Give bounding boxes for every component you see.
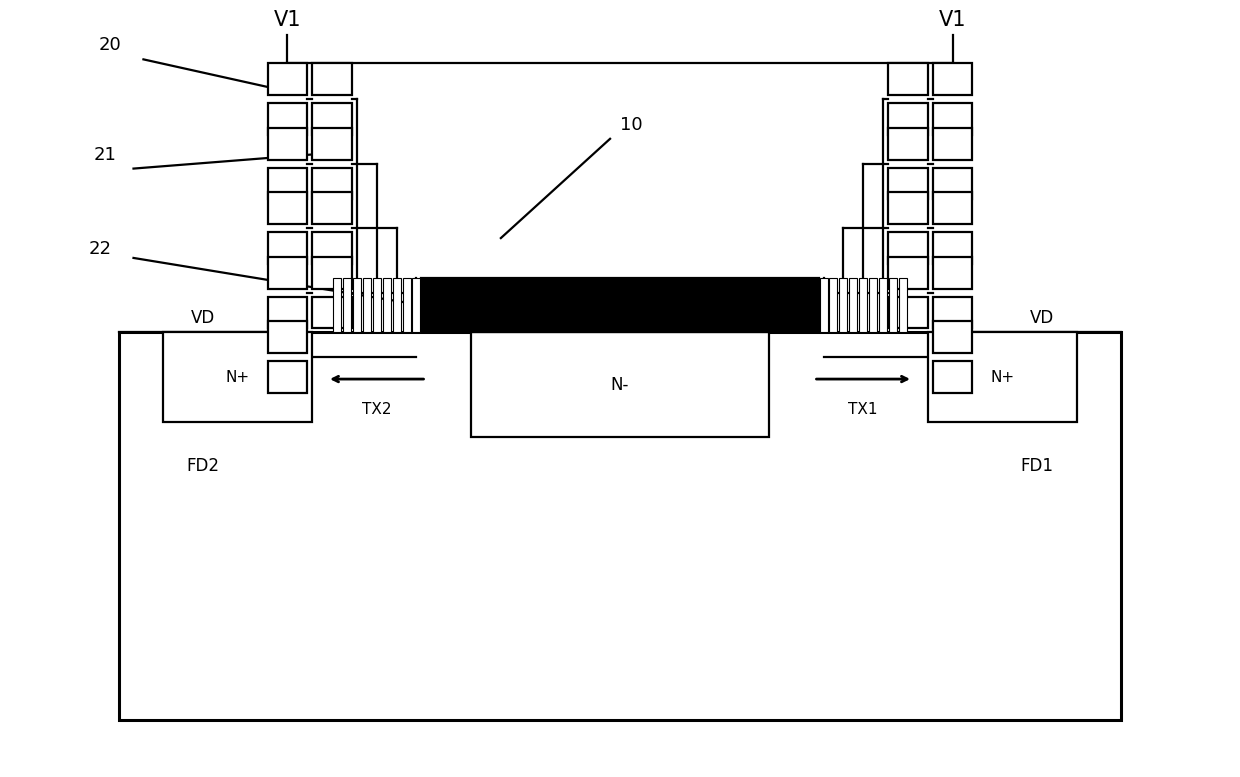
Bar	[403, 278, 410, 333]
Bar	[268, 361, 308, 393]
Bar	[343, 278, 351, 333]
Bar	[393, 278, 401, 333]
Bar	[932, 168, 972, 200]
Text: N-: N-	[611, 375, 629, 393]
Text: 10: 10	[620, 116, 642, 134]
Text: 22: 22	[89, 240, 112, 258]
Bar	[363, 278, 371, 333]
Bar	[932, 64, 972, 95]
Text: VD: VD	[1030, 309, 1054, 327]
Bar	[268, 168, 308, 200]
Bar	[312, 103, 352, 135]
Bar	[312, 64, 352, 95]
Bar	[888, 193, 928, 225]
Bar	[820, 278, 827, 333]
Bar	[888, 168, 928, 200]
Bar	[373, 278, 381, 333]
Bar	[830, 278, 837, 333]
Bar	[312, 257, 352, 289]
Bar	[312, 232, 352, 264]
Bar	[268, 322, 308, 354]
Text: N+: N+	[991, 370, 1014, 385]
Text: VD: VD	[191, 309, 215, 327]
Bar	[268, 64, 308, 95]
Bar	[312, 193, 352, 225]
Text: TX2: TX2	[362, 402, 392, 417]
Text: FD2: FD2	[186, 457, 219, 475]
Bar	[879, 278, 887, 333]
Bar	[334, 278, 341, 333]
Bar	[471, 333, 769, 437]
Text: N+: N+	[226, 370, 249, 385]
Bar	[268, 193, 308, 225]
Bar	[932, 297, 972, 329]
Bar	[888, 297, 928, 329]
Bar	[164, 333, 312, 422]
Bar	[312, 297, 352, 329]
Bar	[383, 278, 391, 333]
Bar	[888, 128, 928, 159]
Bar	[312, 128, 352, 159]
Bar	[899, 278, 906, 333]
Bar	[353, 278, 361, 333]
Bar	[268, 257, 308, 289]
Text: V1: V1	[939, 9, 966, 30]
Bar	[928, 333, 1076, 422]
Text: TX1: TX1	[848, 402, 878, 417]
Bar	[932, 257, 972, 289]
Bar	[888, 64, 928, 95]
Bar	[849, 278, 857, 333]
Bar	[888, 257, 928, 289]
Bar	[268, 297, 308, 329]
Bar	[312, 168, 352, 200]
Bar	[932, 361, 972, 393]
Text: V1: V1	[274, 9, 301, 30]
Bar	[932, 232, 972, 264]
Text: FD1: FD1	[1021, 457, 1054, 475]
Bar	[869, 278, 877, 333]
Bar	[932, 322, 972, 354]
Bar	[888, 103, 928, 135]
Bar	[268, 103, 308, 135]
Bar	[839, 278, 847, 333]
Text: 20: 20	[99, 37, 122, 54]
Bar	[932, 193, 972, 225]
Bar	[888, 232, 928, 264]
Bar	[268, 232, 308, 264]
Text: 21: 21	[94, 145, 117, 164]
Bar	[422, 278, 818, 333]
Bar	[932, 128, 972, 159]
Bar	[859, 278, 867, 333]
Bar	[413, 278, 420, 333]
Bar	[119, 333, 1121, 720]
Bar	[889, 278, 897, 333]
Bar	[932, 103, 972, 135]
Bar	[268, 128, 308, 159]
